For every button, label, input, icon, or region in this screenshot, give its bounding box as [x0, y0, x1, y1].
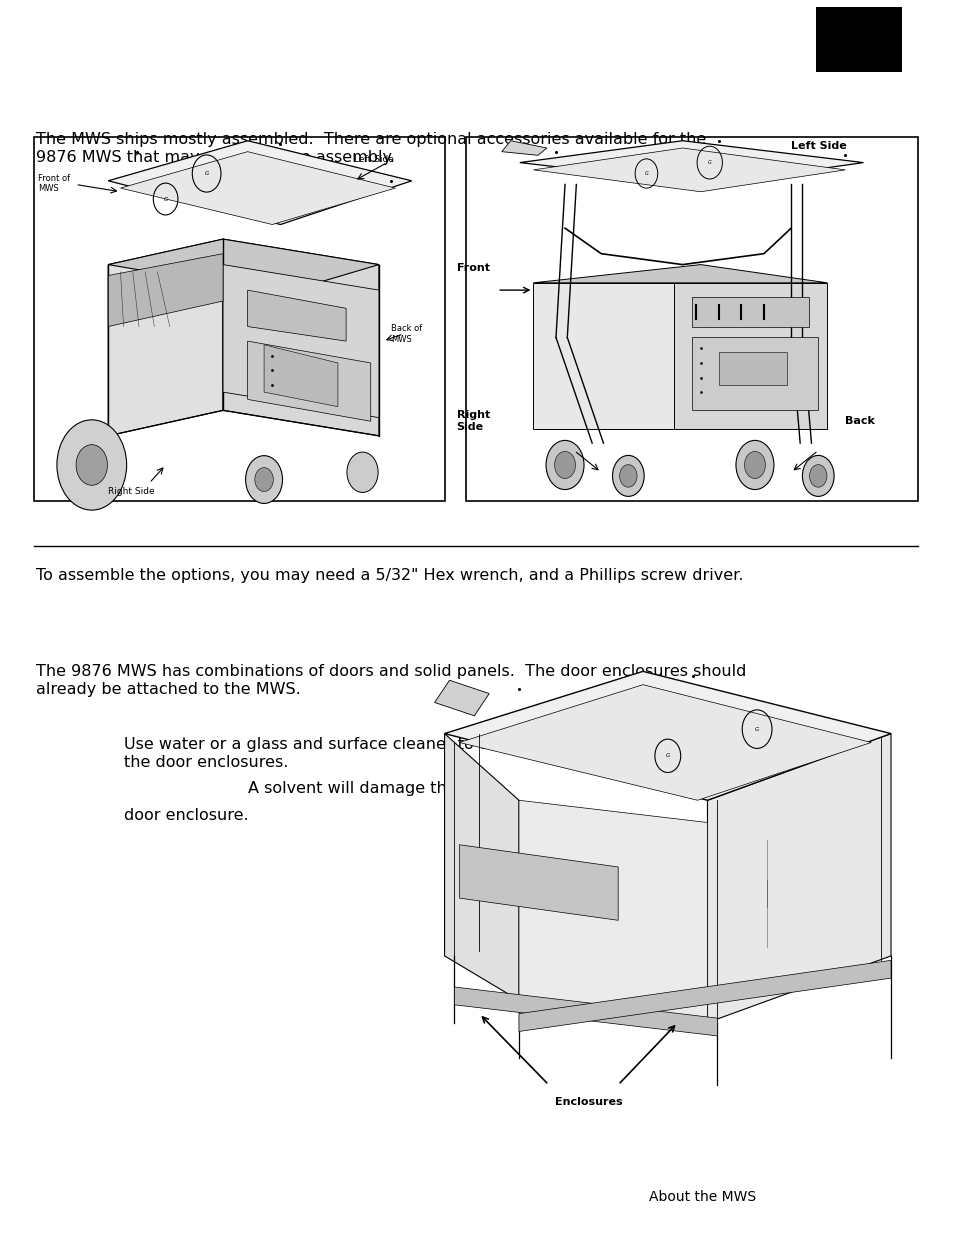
- Polygon shape: [223, 240, 378, 436]
- Text: Left Side: Left Side: [790, 141, 846, 151]
- Polygon shape: [108, 141, 412, 225]
- Text: Right
Side: Right Side: [456, 410, 489, 432]
- Text: Back: Back: [844, 416, 874, 426]
- Polygon shape: [108, 240, 223, 436]
- Text: The MWS ships mostly assembled.  There are optional accessories available for th: The MWS ships mostly assembled. There ar…: [36, 132, 706, 164]
- Polygon shape: [518, 800, 707, 1023]
- Polygon shape: [435, 680, 489, 716]
- Text: To assemble the options, you may need a 5/32" Hex wrench, and a Phillips screw d: To assemble the options, you may need a …: [36, 568, 743, 583]
- Text: Use water or a glass and surface cleaner to clean
the door enclosures.: Use water or a glass and surface cleaner…: [124, 737, 521, 769]
- Text: G: G: [665, 753, 669, 758]
- Polygon shape: [533, 283, 673, 429]
- Circle shape: [554, 452, 575, 478]
- Polygon shape: [533, 148, 844, 191]
- Polygon shape: [454, 987, 717, 1036]
- Text: Left Side: Left Side: [354, 156, 394, 164]
- Bar: [465, 137, 917, 501]
- Polygon shape: [501, 141, 546, 156]
- Polygon shape: [691, 298, 808, 326]
- Text: Back of
MWS: Back of MWS: [391, 324, 422, 343]
- Circle shape: [801, 456, 833, 496]
- Text: G: G: [204, 170, 209, 177]
- Circle shape: [612, 456, 643, 496]
- Circle shape: [245, 456, 282, 504]
- Polygon shape: [519, 141, 862, 184]
- Bar: [34, 137, 444, 501]
- Circle shape: [347, 452, 377, 493]
- Polygon shape: [264, 345, 337, 406]
- Polygon shape: [248, 290, 346, 341]
- Polygon shape: [518, 961, 890, 1031]
- Text: Enclosures: Enclosures: [554, 1097, 621, 1107]
- Text: About the MWS: About the MWS: [648, 1191, 755, 1204]
- Circle shape: [57, 420, 127, 510]
- Circle shape: [735, 441, 773, 489]
- Text: The 9876 MWS has combinations of doors and solid panels.  The door enclosures sh: The 9876 MWS has combinations of doors a…: [36, 664, 746, 697]
- Circle shape: [76, 445, 108, 485]
- Polygon shape: [459, 845, 618, 920]
- Polygon shape: [120, 152, 395, 225]
- Bar: [815, 7, 901, 72]
- Text: G: G: [644, 170, 648, 177]
- Circle shape: [254, 468, 273, 492]
- Text: G: G: [707, 161, 711, 165]
- Polygon shape: [444, 672, 890, 800]
- Text: A solvent will damage the: A solvent will damage the: [248, 781, 456, 795]
- Text: door enclosure.: door enclosure.: [124, 808, 249, 823]
- Polygon shape: [673, 283, 826, 429]
- Polygon shape: [459, 684, 870, 800]
- Polygon shape: [707, 734, 890, 1023]
- Polygon shape: [444, 734, 518, 1000]
- Text: G: G: [754, 726, 759, 731]
- Text: Front: Front: [456, 263, 489, 273]
- Polygon shape: [108, 253, 223, 326]
- Polygon shape: [223, 264, 378, 417]
- Text: Right Side: Right Side: [108, 487, 154, 495]
- Bar: [718, 352, 786, 385]
- Polygon shape: [691, 337, 818, 410]
- Circle shape: [545, 441, 583, 489]
- Polygon shape: [248, 341, 371, 421]
- Circle shape: [809, 464, 826, 487]
- Polygon shape: [108, 240, 378, 294]
- Polygon shape: [533, 264, 826, 283]
- Circle shape: [743, 452, 764, 478]
- Circle shape: [619, 464, 637, 487]
- Text: G: G: [163, 196, 168, 201]
- Text: Front of
MWS: Front of MWS: [38, 174, 71, 193]
